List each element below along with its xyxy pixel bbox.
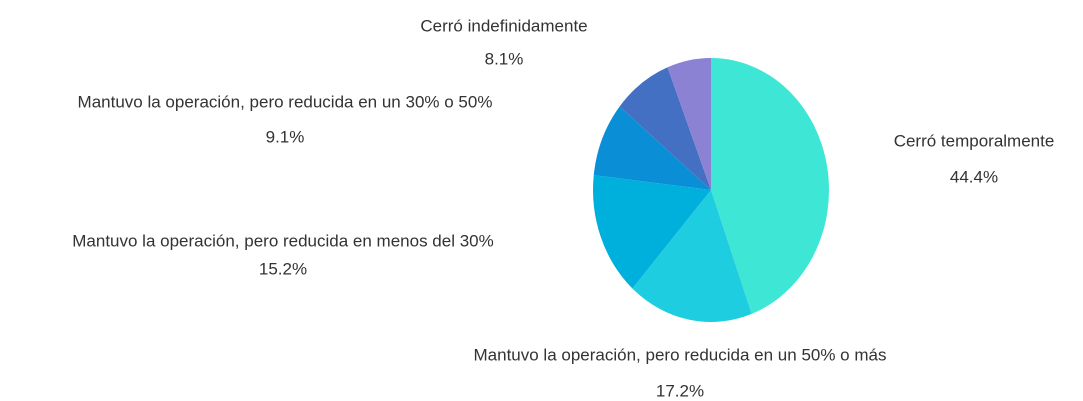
slice-label: Mantuvo la operación, pero reducida en m…	[72, 231, 494, 250]
pie-slice	[711, 58, 829, 314]
slice-value: 9.1%	[266, 127, 305, 146]
slice-value: 17.2%	[656, 381, 704, 400]
slice-label: Mantuvo la operación, pero reducida en u…	[78, 92, 493, 111]
slice-label: Cerró temporalmente	[894, 131, 1055, 150]
slice-value: 44.4%	[950, 167, 998, 186]
slice-value: 15.2%	[259, 259, 307, 278]
slice-label: Cerró indefinidamente	[420, 16, 587, 35]
slice-label: Mantuvo la operación, pero reducida en u…	[474, 345, 887, 364]
pie-slice	[619, 67, 711, 190]
slice-value: 8.1%	[485, 49, 524, 68]
pie-slice	[593, 106, 711, 190]
pie-slice	[667, 58, 711, 190]
pie-slice	[632, 190, 752, 322]
pie-slice	[593, 175, 711, 289]
